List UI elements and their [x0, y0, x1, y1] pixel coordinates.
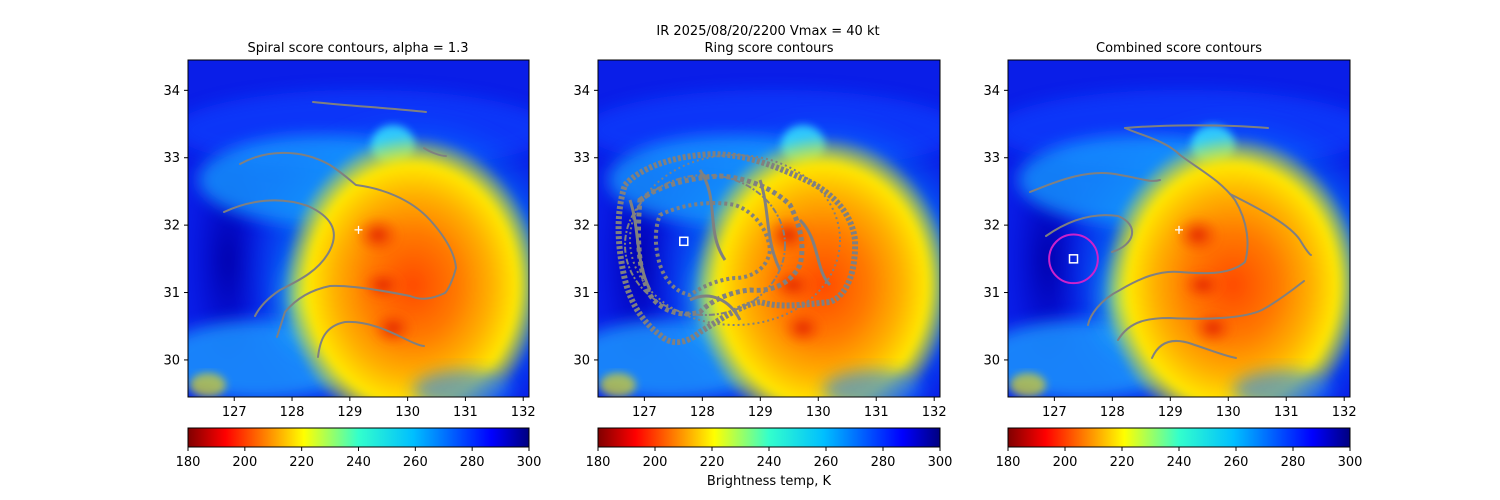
- x-tick-label: 130: [1216, 405, 1241, 420]
- x-tick-label: 129: [337, 405, 362, 420]
- x-tick-label: 128: [1100, 405, 1125, 420]
- axis-ticks-combined: 127 128 129 130 131 132 30 31 32 33 34: [983, 84, 1356, 420]
- contour-line: [1087, 127, 1249, 326]
- y-tick-label: 32: [573, 219, 590, 234]
- colorbar-tick-label: 280: [460, 455, 485, 470]
- colorbar-tick-label: 240: [346, 455, 371, 470]
- panel-title-combined: Combined score contours: [1096, 41, 1262, 56]
- contour-line: [1229, 193, 1312, 256]
- x-tick-label: 127: [222, 405, 247, 420]
- y-tick-label: 31: [163, 286, 180, 301]
- contour-line: [1117, 280, 1305, 341]
- panel-ring: Ring score contours 127 128 129 130 131 132 30…: [568, 41, 998, 489]
- y-tick-label: 30: [983, 353, 1000, 368]
- square-mark: [1068, 254, 1079, 264]
- contour-line: [1151, 340, 1237, 359]
- colorbar-tick-label: 300: [517, 455, 542, 470]
- contour-line: [317, 320, 425, 358]
- combined-contours: [1029, 124, 1312, 359]
- colorbar-tick-label: 260: [403, 455, 428, 470]
- x-tick-label: 131: [453, 405, 478, 420]
- x-tick-label: 129: [748, 405, 773, 420]
- panel-title-spiral: Spiral score contours, alpha = 1.3: [247, 41, 468, 56]
- x-tick-label: 129: [1158, 405, 1183, 420]
- x-tick-label: 131: [1274, 405, 1299, 420]
- ring-contour-mass: [615, 151, 859, 346]
- x-tick-label: 128: [280, 405, 305, 420]
- cross-mark: [354, 225, 363, 234]
- x-tick-label: 132: [922, 405, 947, 420]
- colorbar-combined: 180 200 220 240 260 280 300: [996, 427, 1363, 470]
- x-tick-label: 132: [1332, 405, 1357, 420]
- colorbar-ring: 180 200 220 240 260 280 300: [586, 427, 953, 470]
- panel-combined: Combined score contours 127 128 129 130 131 1…: [978, 41, 1408, 470]
- panel-title-ring: Ring score contours: [704, 41, 833, 56]
- center-cross-icon: [1175, 225, 1183, 234]
- combined-center-square-icon: [1068, 254, 1079, 264]
- colorbar-label: Brightness temp, K: [707, 474, 832, 489]
- combined-center-circle-icon: [1048, 233, 1099, 285]
- contour-line: [223, 199, 335, 317]
- colorbar-tick-label: 180: [996, 455, 1021, 470]
- figure-title: IR 2025/08/20/2200 Vmax = 40 kt: [656, 24, 879, 39]
- y-tick-label: 34: [573, 84, 590, 99]
- colorbar-tick-label: 240: [757, 455, 782, 470]
- y-tick-label: 33: [983, 151, 1000, 166]
- ring-center-square-icon: [679, 236, 689, 247]
- contour-line: [1124, 124, 1269, 129]
- colorbar-tick-label: 300: [1338, 455, 1363, 470]
- y-tick-label: 33: [163, 151, 180, 166]
- satellite-image-combined: [978, 60, 1408, 440]
- satellite-image-spiral: [158, 60, 588, 440]
- y-tick-label: 32: [983, 219, 1000, 234]
- cross-mark: [1175, 225, 1183, 234]
- y-tick-label: 33: [573, 151, 590, 166]
- y-tick-label: 34: [163, 84, 180, 99]
- y-tick-label: 31: [983, 286, 1000, 301]
- colorbar-tick-label: 200: [1053, 455, 1078, 470]
- satellite-image-ring: [568, 60, 998, 440]
- colorbar-tick-label: 180: [586, 455, 611, 470]
- x-tick-label: 128: [690, 405, 715, 420]
- axis-ticks-spiral: 127 128 129 130 131 132 30 31 32 33 34: [163, 84, 535, 420]
- colorbar-tick-label: 280: [1281, 455, 1306, 470]
- spiral-contours: [223, 101, 457, 358]
- colorbar-tick-label: 300: [928, 455, 953, 470]
- y-tick-label: 30: [163, 353, 180, 368]
- colorbar-tick-label: 260: [1224, 455, 1249, 470]
- x-tick-label: 127: [632, 405, 657, 420]
- colorbar-tick-label: 280: [871, 455, 896, 470]
- y-tick-label: 32: [163, 219, 180, 234]
- contour-line: [239, 151, 457, 338]
- x-tick-label: 132: [511, 405, 536, 420]
- colorbar-tick-label: 260: [814, 455, 839, 470]
- y-tick-label: 31: [573, 286, 590, 301]
- x-tick-label: 131: [864, 405, 889, 420]
- colorbar-tick-label: 220: [1110, 455, 1135, 470]
- y-tick-label: 34: [983, 84, 1000, 99]
- colorbar-tick-label: 240: [1167, 455, 1192, 470]
- colorbar-tick-label: 220: [289, 455, 314, 470]
- square-mark: [679, 236, 689, 247]
- colorbar-spiral: 180 200 220 240 260 280 300: [176, 427, 542, 470]
- contour-line: [423, 147, 447, 157]
- axis-ticks-ring: 127 128 129 130 131 132 30 31 32 33 34: [573, 84, 946, 420]
- x-tick-label: 127: [1042, 405, 1067, 420]
- center-cross-icon: [354, 225, 363, 234]
- colorbar-tick-label: 220: [700, 455, 725, 470]
- x-tick-label: 130: [806, 405, 831, 420]
- circle-mark: [1048, 233, 1099, 285]
- colorbar-tick-label: 200: [643, 455, 668, 470]
- x-tick-label: 130: [395, 405, 420, 420]
- contour-line: [1045, 214, 1134, 253]
- y-tick-label: 30: [573, 353, 590, 368]
- contour-line: [312, 101, 427, 113]
- contour-line: [1029, 171, 1161, 193]
- panel-spiral: Spiral score contours, alpha = 1.3 127 12…: [158, 41, 588, 470]
- colorbar-tick-label: 180: [176, 455, 201, 470]
- colorbar-tick-label: 200: [232, 455, 257, 470]
